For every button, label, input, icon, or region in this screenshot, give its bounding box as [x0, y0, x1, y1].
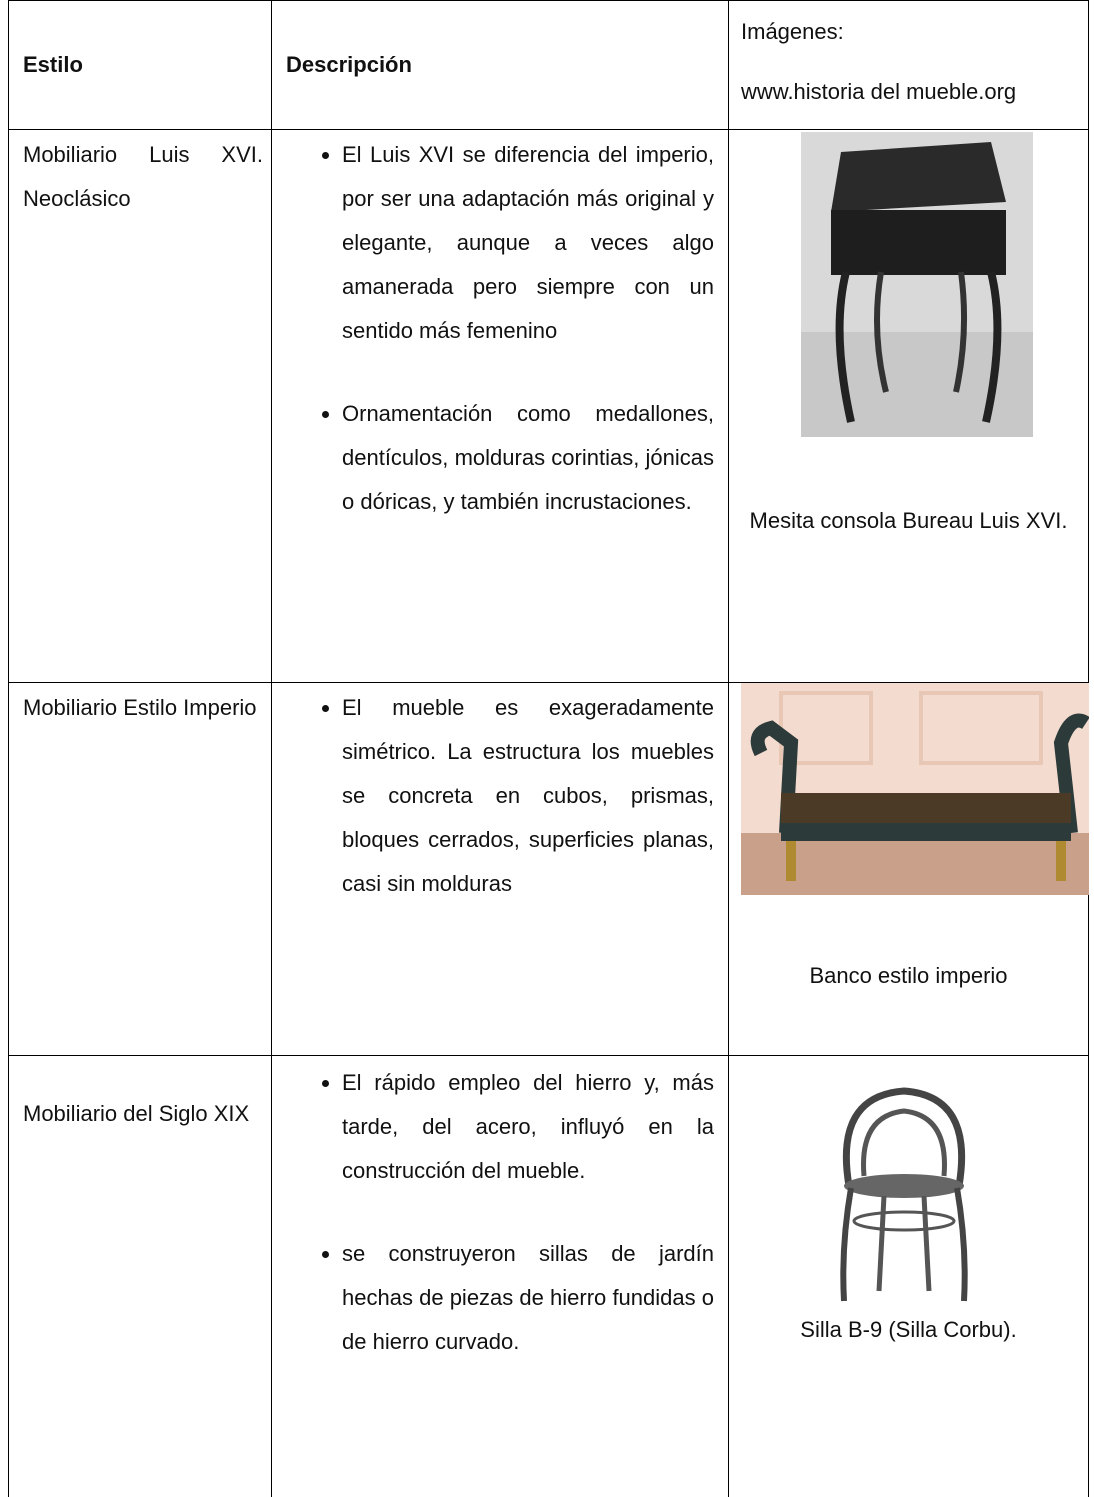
style-cell: Mobiliario Luis XVI. Neoclásico — [8, 129, 272, 683]
chair-image — [840, 1087, 968, 1302]
header-cell: Estilo — [8, 0, 272, 130]
image-cell: Banco estilo imperio — [728, 682, 1089, 1056]
row: Mobiliario Luis XVI. Neoclásico El Luis … — [8, 129, 1089, 683]
row: Mobiliario Estilo Imperio El mueble es e… — [8, 682, 1089, 1056]
image-caption: Mesita consola Bureau Luis XVI. — [749, 508, 1068, 533]
image-cell: Mesita consola Bureau Luis XVI. — [728, 129, 1089, 683]
header-text: www.historia del mueble.org — [741, 79, 1017, 104]
bullet-list: El rápido empleo del hierro y, más tarde… — [272, 1061, 728, 1364]
image-caption: Banco estilo imperio — [809, 963, 1008, 988]
description-cell: El mueble es exageradamente simétrico. L… — [271, 682, 729, 1056]
image-caption: Silla B-9 (Silla Corbu). — [800, 1317, 1017, 1342]
row: Mobiliario del Siglo XIX El rápido emple… — [8, 1055, 1089, 1497]
header-cell: Imágenes: www.historia del mueble.org — [728, 0, 1089, 130]
bullet: se construyeron sillas de jardín hechas … — [342, 1232, 728, 1364]
header-text: Imágenes: — [741, 19, 844, 44]
header-cell: Descripción — [271, 0, 729, 130]
bench-image — [741, 683, 1089, 895]
bullet: El rápido empleo del hierro y, más tarde… — [342, 1061, 728, 1193]
bullet: Ornamentación como medallones, dentículo… — [342, 392, 728, 524]
style-cell: Mobiliario del Siglo XIX — [8, 1055, 272, 1497]
bullet-list: El Luis XVI se diferencia del imperio, p… — [272, 133, 728, 524]
desk-image — [801, 132, 1033, 437]
header-row: Estilo Descripción Imágenes: www.histori… — [8, 0, 1089, 130]
furniture-table: Estilo Descripción Imágenes: www.histori… — [8, 0, 1089, 1497]
style-cell: Mobiliario Estilo Imperio — [8, 682, 272, 1056]
image-cell: Silla B-9 (Silla Corbu). — [728, 1055, 1089, 1497]
bullet-list: El mueble es exageradamente simétrico. L… — [272, 686, 728, 906]
description-cell: El rápido empleo del hierro y, más tarde… — [271, 1055, 729, 1497]
bullet: El mueble es exageradamente simétrico. L… — [342, 686, 728, 906]
description-cell: El Luis XVI se diferencia del imperio, p… — [271, 129, 729, 683]
bullet: El Luis XVI se diferencia del imperio, p… — [342, 133, 728, 353]
